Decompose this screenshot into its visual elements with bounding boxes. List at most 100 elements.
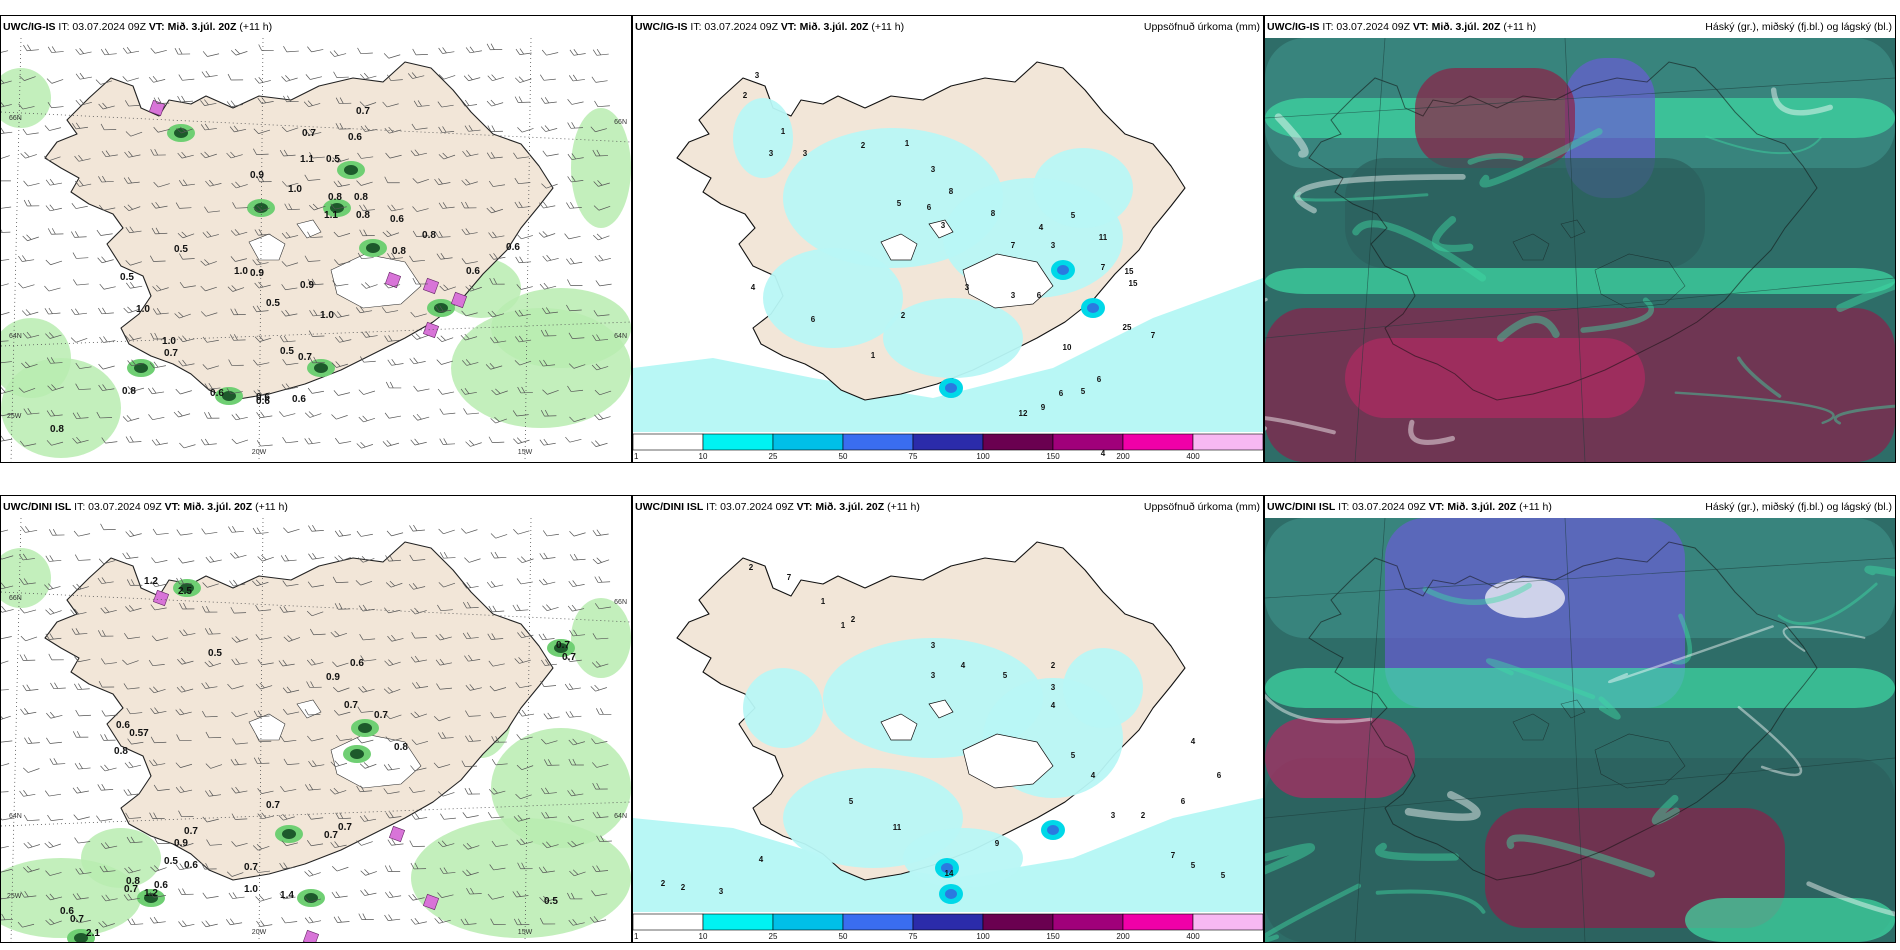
wind-barb <box>334 336 352 343</box>
wind-barb <box>567 892 583 900</box>
wind-barb <box>356 840 373 846</box>
wind-barb <box>23 199 40 207</box>
init-time: IT: 03.07.2024 09Z <box>690 21 778 33</box>
colorbar-swatch <box>1052 913 1124 931</box>
wind-speed-label: 0.8 <box>356 210 370 221</box>
wind-barb <box>175 202 192 209</box>
wind-barb <box>152 284 169 292</box>
wind-barb <box>1 763 10 768</box>
wind-barb <box>228 892 245 899</box>
wind-speed-label: 0.6 <box>350 658 364 669</box>
wind-barb <box>569 49 586 56</box>
wind-barb <box>543 759 560 766</box>
wind-barb <box>360 655 377 662</box>
precip-value-label: 3 <box>755 71 760 80</box>
wind-barb <box>200 151 217 159</box>
wind-barb <box>462 842 480 850</box>
wind-barb <box>1 283 9 288</box>
cloud-map <box>1265 518 1895 942</box>
wind-barb <box>437 732 454 739</box>
wind-barb <box>253 359 270 366</box>
precip-value-label: 5 <box>1081 387 1086 396</box>
wind-barb <box>257 788 274 794</box>
wind-barb <box>488 436 505 443</box>
wind-barb <box>385 713 402 720</box>
wind-barb <box>542 389 559 395</box>
wind-barb <box>439 551 456 559</box>
init-time: IT: 03.07.2024 09Z <box>58 21 146 33</box>
wind-barb <box>283 527 300 533</box>
wind-barb <box>253 205 270 213</box>
wind-speed-label: 0.6 <box>116 720 130 731</box>
wind-barb <box>148 414 165 421</box>
wind-barb <box>173 410 191 418</box>
wind-barb <box>74 762 91 770</box>
wind-barb <box>538 866 555 874</box>
wind-barb <box>1 684 9 691</box>
wind-barb <box>101 437 118 444</box>
glacier <box>928 219 954 239</box>
wind-barb <box>100 842 118 849</box>
valid-time: VT: Mið. 3.júl. 20Z <box>1412 21 1501 33</box>
wind-speed-area <box>571 108 631 228</box>
wind-barb <box>257 554 274 562</box>
wind-barb <box>358 913 374 920</box>
wind-barb <box>256 175 272 183</box>
wind-speed-label: 0.5 <box>208 648 222 659</box>
wind-barb <box>358 604 375 612</box>
wind-barb <box>178 810 194 818</box>
wind-speed-label: 0.7 <box>556 640 570 651</box>
wind-barb <box>204 412 220 419</box>
precip-value-label: 3 <box>803 149 808 158</box>
wind-barb <box>125 812 142 819</box>
wind-barb <box>279 335 296 343</box>
wind-speed-label: 0.5 <box>326 154 340 165</box>
wind-barb <box>568 738 585 746</box>
wind-barb <box>231 813 248 820</box>
wind-barb <box>74 837 91 844</box>
wind-barb <box>332 280 349 287</box>
precip-value-label: 5 <box>897 199 902 208</box>
wind-barb <box>252 527 269 535</box>
wind-barb <box>124 100 141 107</box>
axis-label: 15W <box>518 449 533 456</box>
wind-barb <box>490 416 507 424</box>
wind-barb <box>254 281 271 289</box>
wind-barb <box>200 123 217 131</box>
wind-barb <box>487 74 504 82</box>
wind-barb <box>231 181 248 189</box>
wind-barb <box>566 202 582 209</box>
wind-speed-label: 0.7 <box>244 862 258 873</box>
wind-barb <box>46 357 63 364</box>
wind-panel-row1: UWC/IG-IS IT: 03.07.2024 09Z VT: Mið. 3.… <box>0 15 632 463</box>
wind-barb <box>151 201 168 209</box>
wind-barb <box>486 581 504 588</box>
wind-barb <box>126 836 143 844</box>
wind-barb <box>151 635 169 642</box>
wind-barb <box>412 48 428 56</box>
wind-barb <box>47 814 64 821</box>
wind-barb <box>592 334 609 341</box>
wind-barb <box>331 891 348 899</box>
wind-barb <box>564 233 581 240</box>
wind-barb <box>385 580 403 588</box>
precip-value-label: 2 <box>861 141 866 150</box>
wind-barb <box>491 840 508 847</box>
wind-barb <box>385 381 402 389</box>
wind-barb <box>150 47 167 54</box>
cloud-band <box>1467 153 1524 165</box>
precip-value-label: 6 <box>1059 389 1064 398</box>
wind-barb <box>567 279 583 286</box>
wind-barb <box>516 764 534 771</box>
precip-value-label: 3 <box>1051 241 1056 250</box>
wind-barb <box>75 180 92 187</box>
wind-barb <box>464 557 481 563</box>
wind-barb <box>410 918 427 925</box>
wind-barb <box>226 151 243 159</box>
wind-barb <box>567 789 584 797</box>
wind-barb <box>1 814 14 821</box>
colorbar-tick-label: 200 <box>1116 452 1130 461</box>
wind-barb <box>123 306 140 314</box>
wind-barb <box>1 100 12 108</box>
wind-barb <box>539 917 556 925</box>
